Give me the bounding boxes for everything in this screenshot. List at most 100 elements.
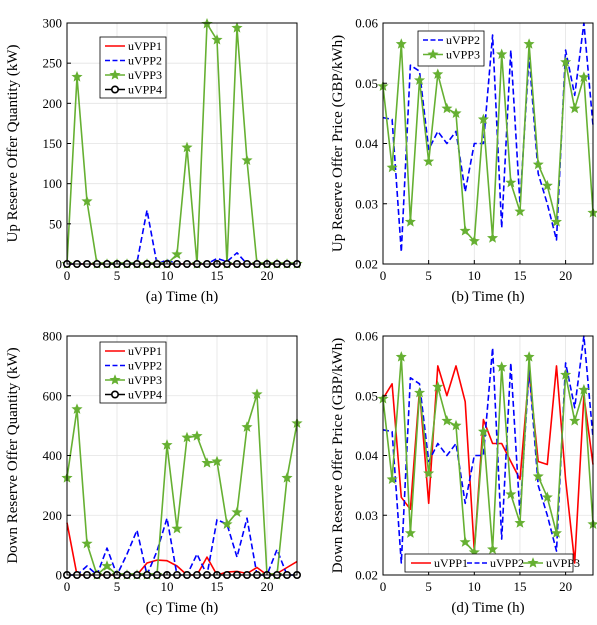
x-tick-label: 5 <box>114 579 121 594</box>
data-point <box>414 74 426 85</box>
y-tick-label: 0.02 <box>355 568 378 583</box>
legend-marker <box>109 374 121 385</box>
y-tick-label: 150 <box>43 136 63 151</box>
y-tick-label: 0.04 <box>355 136 378 151</box>
x-tick-label: 10 <box>468 579 481 594</box>
data-point <box>487 232 499 243</box>
data-point <box>211 34 223 45</box>
data-point <box>505 488 517 500</box>
legend-label: uVPP3 <box>446 48 480 62</box>
data-point <box>191 430 203 441</box>
data-point <box>459 225 471 236</box>
x-tick-label: 0 <box>64 268 71 283</box>
panel-caption: (b) Time (h) <box>451 289 524 305</box>
data-point <box>578 384 590 395</box>
y-axis-label: Up Reserve Offer Quantity (kW) <box>5 45 21 243</box>
x-tick-label: 0 <box>380 268 387 283</box>
data-point <box>423 155 435 167</box>
legend-label: uVPP1 <box>128 344 162 358</box>
x-tick-label: 5 <box>114 268 121 283</box>
y-tick-label: 100 <box>43 176 63 191</box>
x-tick-label: 20 <box>559 268 572 283</box>
y-tick-label: 0.05 <box>355 76 378 91</box>
data-point <box>181 141 193 153</box>
legend-marker <box>427 48 439 60</box>
data-point <box>201 457 213 468</box>
data-point <box>569 414 581 426</box>
data-point <box>514 517 526 528</box>
data-point <box>441 102 453 114</box>
data-point <box>395 38 407 49</box>
data-point <box>477 113 489 125</box>
data-point <box>541 491 553 503</box>
y-tick-label: 800 <box>43 329 63 344</box>
data-point <box>161 439 173 450</box>
y-axis-label: Down Reserve Offer Quantity (kW) <box>5 347 21 563</box>
legend-marker <box>111 85 120 94</box>
panel-b: 0 5 10 15 20 0.02 0.03 0.04 0.05 0.06 Up Reserve O… <box>330 16 597 305</box>
data-point <box>514 205 526 217</box>
data-point <box>477 425 489 437</box>
y-tick-label: 0 <box>56 257 63 272</box>
data-point <box>231 506 243 517</box>
data-point <box>496 361 508 372</box>
data-point <box>386 161 398 173</box>
data-point <box>231 22 243 33</box>
data-point <box>550 216 562 227</box>
y-tick-label: 0.05 <box>355 388 378 403</box>
y-tick-label: 200 <box>43 96 63 111</box>
data-point <box>171 248 183 260</box>
y-tick-label: 200 <box>43 508 63 523</box>
series-line <box>382 43 594 242</box>
y-axis-label: Down Reserve Offer Price (GBP/kWh) <box>330 338 346 574</box>
data-point <box>487 543 499 555</box>
data-point <box>404 527 416 538</box>
legend-label: uVPP4 <box>128 388 162 402</box>
legend-box <box>417 30 485 67</box>
data-point <box>423 467 435 479</box>
legend-label: uVPP3 <box>128 373 162 387</box>
data-point <box>441 414 453 426</box>
data-point <box>101 560 113 571</box>
x-tick-label: 15 <box>211 268 224 283</box>
x-tick-label: 15 <box>211 579 224 594</box>
legend-label: uVPP1 <box>128 39 162 53</box>
y-tick-label: 0.06 <box>355 16 378 31</box>
y-tick-label: 400 <box>43 448 63 463</box>
y-tick-label: 0.06 <box>355 329 378 344</box>
panel-caption: (d) Time (h) <box>451 600 524 616</box>
data-point <box>450 107 462 119</box>
legend-box <box>99 341 167 404</box>
y-tick-label: 600 <box>43 388 63 403</box>
data-point <box>414 387 426 398</box>
x-tick-label: 15 <box>513 268 526 283</box>
data-point <box>450 419 462 431</box>
legend-box <box>99 36 167 99</box>
data-point <box>569 102 581 114</box>
data-point <box>221 518 233 529</box>
data-point <box>241 154 253 166</box>
data-point <box>432 68 444 79</box>
x-tick-label: 15 <box>513 579 526 594</box>
data-point <box>432 381 444 392</box>
legend-label: uVPP2 <box>490 556 524 570</box>
data-point <box>386 473 398 485</box>
data-point <box>395 351 407 362</box>
data-point <box>241 421 253 432</box>
data-point <box>81 537 93 549</box>
legend-marker <box>109 69 121 80</box>
data-point <box>404 216 416 227</box>
series-uVPP3 <box>377 351 597 557</box>
x-tick-label: 5 <box>425 268 432 283</box>
data-point <box>181 431 193 443</box>
x-tick-label: 0 <box>380 579 387 594</box>
data-point <box>532 158 544 170</box>
data-point <box>71 71 83 82</box>
data-point <box>496 48 508 60</box>
data-point <box>523 351 535 362</box>
legend-marker <box>527 557 539 568</box>
data-point <box>251 388 263 399</box>
